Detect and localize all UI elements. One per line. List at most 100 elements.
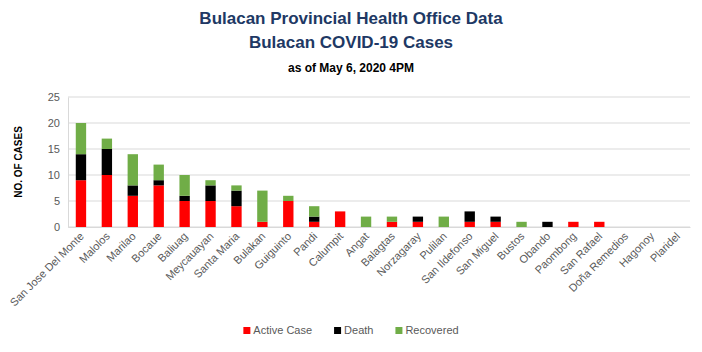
y-axis-title: NO. OF CASES [13, 126, 24, 198]
bar-segment [179, 201, 189, 227]
bar-segment [672, 227, 682, 228]
x-tick: Hagonoy [617, 227, 657, 269]
grid-line [68, 149, 690, 150]
bar-segment [154, 185, 164, 227]
x-axis-line [69, 227, 691, 228]
bar-segment [179, 196, 189, 201]
bar-segment [594, 221, 604, 222]
bar-segment [309, 222, 319, 227]
legend-item: Death [334, 324, 373, 336]
bar-segment [205, 180, 215, 185]
x-tick-label: Plaridel [648, 230, 682, 264]
bar-segment [387, 222, 397, 227]
y-tick: 20 [48, 117, 68, 129]
bar-segment [102, 139, 112, 149]
bar-segment [128, 196, 138, 227]
x-tick: Plaridel [648, 227, 682, 264]
y-tick-label: 25 [48, 91, 60, 103]
bar-segment [620, 227, 630, 228]
bar-segment [646, 227, 656, 228]
x-tick-label: Norzagaray [374, 229, 423, 278]
legend-label: Recovered [405, 324, 458, 336]
bar-segment [205, 185, 215, 201]
bar-segment [465, 222, 475, 227]
bar-segment [413, 222, 423, 227]
bar-segment [465, 211, 475, 221]
bar-segment [76, 154, 86, 180]
series [76, 149, 553, 227]
grid [68, 97, 690, 227]
y-axis-line [68, 98, 69, 228]
plot-area: 0510152025San Jose Del MonteMalolosMaril… [8, 91, 691, 308]
bar-segment [309, 217, 319, 222]
grid-line [68, 97, 690, 98]
bar-segment [257, 191, 267, 222]
bar-segment [568, 221, 578, 222]
x-tick: Guiguinto [252, 227, 294, 272]
bar-segment [672, 227, 682, 228]
bar-segment [620, 227, 630, 228]
series [76, 123, 527, 227]
bar-segment [128, 154, 138, 185]
bar-segment [490, 217, 500, 222]
x-tick-label: Hagonoy [617, 229, 657, 269]
bar-segment [568, 222, 578, 227]
y-tick-label: 5 [54, 195, 60, 207]
y-tick: 15 [48, 143, 68, 155]
bar-segment [335, 211, 345, 212]
bar-segment [128, 185, 138, 195]
x-tick-label: Guiguinto [252, 230, 294, 272]
bar-segment [335, 211, 345, 227]
bars [76, 123, 605, 227]
series [76, 175, 605, 227]
bar-segment [465, 211, 475, 212]
legend-label: Death [344, 324, 373, 336]
y-tick: 25 [48, 91, 68, 103]
bar-segment [594, 221, 604, 222]
y-tick: 5 [54, 195, 68, 207]
bar-segment [76, 180, 86, 227]
chart-subtitle: as of May 6, 2020 4PM [288, 61, 414, 75]
legend-label: Active Case [253, 324, 312, 336]
bar-segment [361, 217, 371, 227]
bar-segment [309, 206, 319, 216]
legend-item: Recovered [395, 324, 458, 336]
x-tick: Norzagaray [374, 227, 423, 279]
bar-segment [490, 222, 500, 227]
bar-segment [490, 216, 500, 217]
bar-segment [542, 222, 552, 227]
x-tick: Calumpit [306, 227, 345, 269]
bar-segment [102, 149, 112, 175]
legend-swatch [243, 327, 250, 334]
bar-segment [387, 217, 397, 222]
bar-segment [76, 123, 86, 154]
x-tick-label: Calumpit [306, 230, 345, 269]
bar-segment [231, 206, 241, 227]
bar-segment [154, 165, 164, 181]
y-tick-label: 20 [48, 117, 60, 129]
x-tick: San Jose Del Monte [8, 227, 87, 308]
y-tick-label: 15 [48, 143, 60, 155]
bar-segment [620, 227, 630, 228]
bar-segment [439, 217, 449, 227]
bar-segment [335, 211, 345, 212]
x-tick-label: San Jose Del Monte [8, 230, 87, 309]
legend-swatch [395, 327, 402, 334]
y-tick-label: 10 [48, 169, 60, 181]
bar-segment [594, 222, 604, 227]
bar-segment [542, 221, 552, 222]
bar-segment [672, 227, 682, 228]
bar-segment [283, 196, 293, 201]
bar-segment [231, 185, 241, 190]
bar-segment [646, 227, 656, 228]
bar-segment [205, 201, 215, 227]
chart-title: Bulacan Provincial Health Office Data [199, 9, 503, 28]
x-tick: San Miguel [453, 227, 500, 277]
bar-segment [646, 227, 656, 228]
y-axis: 0510152025 [48, 91, 69, 233]
bar-segment [413, 217, 423, 222]
bar-segment [516, 222, 526, 227]
bar-segment [283, 201, 293, 227]
chart-title: Bulacan COVID-19 Cases [249, 33, 453, 52]
bar-segment [568, 221, 578, 222]
